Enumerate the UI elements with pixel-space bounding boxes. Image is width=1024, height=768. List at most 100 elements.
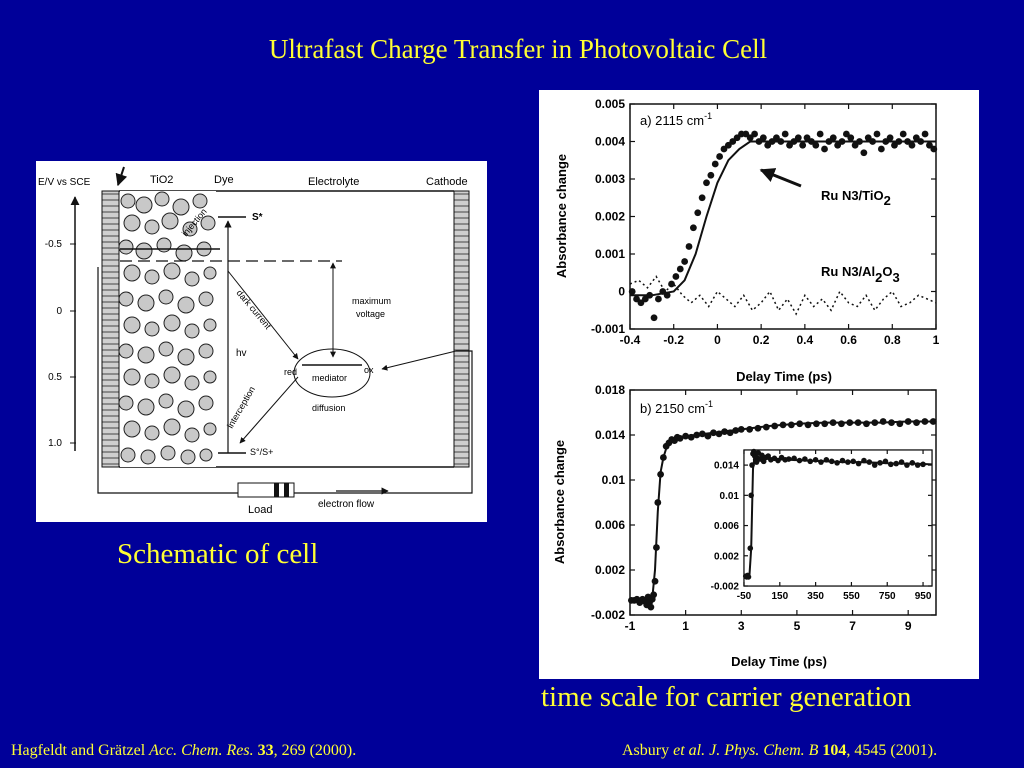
tio2-porous-film: [118, 191, 217, 467]
dark-current-label: dark current: [234, 288, 273, 332]
mediator-label: mediator: [312, 373, 347, 383]
chart-b-inset-y-tick-label: 0.002: [714, 551, 739, 562]
chart-a-data-point: [908, 141, 916, 149]
chart-b: b) 2150 cm-1 Delay Time (ps) Absorbance …: [552, 383, 937, 669]
reference-right-etal: et al.: [673, 742, 706, 759]
chart-a-x-tick-label: 0.6: [840, 333, 857, 347]
chart-a-data-point: [821, 145, 828, 153]
chart-b-data-point: [821, 420, 829, 428]
reference-right-volume: 104: [822, 742, 847, 759]
reference-left-authors: Hagfeldt and Grätzel: [11, 742, 150, 759]
chart-a-y-tick-label: 0: [618, 285, 625, 299]
cell-schematic: E/V vs SCE -0.5 0 0.5 1.0 TiO2 Dye Elect…: [36, 161, 487, 522]
chart-a-x-tick-label: 0.8: [884, 333, 901, 347]
reference-left-volume: 33: [257, 742, 274, 759]
chart-b-inset-y-tick-label: 0.006: [714, 521, 739, 532]
energy-axis-label: E/V vs SCE: [38, 177, 91, 188]
chart-a-data-point: [628, 288, 636, 295]
chart-a-data-point: [930, 145, 938, 153]
chart-a-y-tick-label: 0.002: [595, 210, 625, 224]
electron-flow-label: electron flow: [318, 499, 375, 510]
chart-a-data-point: [685, 243, 693, 250]
chart-a-arrow: [759, 168, 802, 188]
chart-b-panel-label: b) 2150 cm-1: [640, 399, 713, 416]
chart-b-inset-x-tick-label: 550: [843, 591, 860, 602]
slide-title: Ultrafast Charge Transfer in Photovoltai…: [268, 34, 768, 64]
chart-a-data-point: [668, 280, 675, 288]
chart-a-x-tick-label: 0.2: [753, 333, 770, 347]
chart-a-data-point: [703, 179, 710, 187]
chart-a-data-point: [698, 194, 706, 202]
load-resistor: [237, 482, 295, 498]
chart-b-inset: -50 150 350 550 750 950 -0.002 0.002 0.006 0.01 0.…: [711, 448, 933, 602]
region-label-cathode: Cathode: [426, 176, 468, 188]
plots-caption: time scale for carrier generation: [541, 681, 912, 713]
plots-panel: a) 2115 cm-1 Delay Time (ps) Absorbance …: [539, 90, 979, 679]
chart-a-data-point: [707, 171, 715, 179]
chart-b-y-tick-label: -0.002: [591, 608, 625, 622]
chart-a-data-point: [751, 130, 758, 138]
chart-b-inset-background: [743, 449, 933, 587]
ox-label: ox: [364, 365, 374, 375]
chart-b-data-point: [913, 419, 920, 427]
chart-b-inset-series-line-1: [744, 452, 933, 578]
chart-a-data-point: [799, 141, 807, 149]
max-voltage-label-1: maximum: [352, 296, 391, 306]
reference-right-journal: J. Phys. Chem. B: [709, 742, 819, 759]
chart-a-data-point: [694, 209, 702, 217]
cell-schematic-drawing: E/V vs SCE -0.5 0 0.5 1.0 TiO2 Dye Elect…: [38, 166, 473, 516]
chart-a-data-point: [921, 130, 929, 138]
red-label: red: [284, 367, 297, 377]
chart-a-data-point: [689, 224, 697, 232]
cathode-electrode: [453, 190, 470, 468]
chart-a-data-point: [829, 134, 837, 142]
chart-a-annotation: Ru N3/Al2O3: [821, 264, 900, 285]
ground-state-label: S°/S+: [250, 447, 273, 457]
chart-a-data-point: [650, 314, 658, 322]
chart-b-inset-y-tick-label: 0.014: [714, 461, 739, 472]
chart-a-data-point: [794, 134, 802, 142]
energy-tick-label: 0.5: [48, 372, 62, 383]
chart-a-x-tick-label: -0.2: [663, 333, 684, 347]
chart-b-y-tick-label: 0.006: [595, 518, 625, 532]
reference-left-journal: Acc. Chem. Res.: [149, 742, 254, 759]
diffusion-label: diffusion: [312, 403, 345, 413]
chart-a-data-point: [681, 258, 689, 265]
chart-b-x-tick-label: -1: [625, 619, 636, 633]
chart-a-data-point: [759, 134, 767, 142]
chart-b-x-tick-label: 5: [794, 619, 801, 633]
chart-b-frame: [629, 389, 937, 616]
chart-a-ylabel: Absorbance change: [554, 154, 569, 278]
chart-a-data-point: [711, 160, 719, 168]
chart-b-inset-y-tick-label: -0.002: [711, 582, 740, 593]
chart-a-data-point: [877, 145, 885, 153]
energy-tick-label: 0: [56, 306, 62, 317]
energy-tick-label: -0.5: [45, 239, 63, 250]
chart-a-data-point: [655, 295, 662, 303]
chart-a-x-tick-label: -0.4: [620, 333, 641, 347]
chart-b-inset-x-tick-label: -50: [737, 591, 752, 602]
chart-b-ylabel: Absorbance change: [552, 440, 567, 564]
energy-tick-label: 1.0: [48, 438, 62, 449]
chart-a-data-point: [716, 153, 724, 160]
chart-b-data-point: [838, 420, 845, 428]
load-label: Load: [248, 504, 272, 516]
chart-a-panel-label: a) 2115 cm-1: [640, 111, 712, 128]
chart-b-y-tick-label: 0.014: [595, 428, 625, 442]
chart-a-data-point: [812, 141, 820, 149]
chart-b-inset-x-tick-label: 950: [915, 591, 932, 602]
schematic-caption: Schematic of cell: [117, 538, 319, 570]
chart-b-inset-x-tick-label: 150: [771, 591, 788, 602]
chart-a-y-tick-label: 0.004: [595, 135, 625, 149]
chart-b-x-tick-label: 9: [905, 619, 912, 633]
chart-a-data-point: [676, 265, 684, 273]
chart-b-series-line-1: [630, 420, 936, 603]
light-arrow: [115, 166, 128, 187]
region-label-dye: Dye: [214, 174, 234, 186]
chart-a-x-tick-label: 0: [714, 333, 721, 347]
hv-label: hv: [236, 348, 247, 359]
region-label-electrolyte: Electrolyte: [308, 176, 359, 188]
chart-b-data-point: [863, 420, 870, 428]
chart-b-x-tick-label: 1: [682, 619, 689, 633]
chart-b-data-point: [647, 603, 655, 611]
